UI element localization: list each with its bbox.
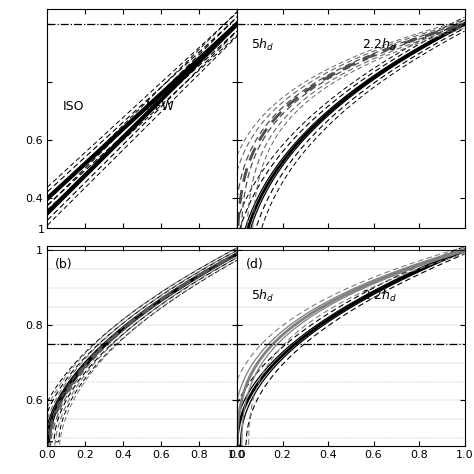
Text: $2.2h_d$: $2.2h_d$ <box>362 288 397 304</box>
Text: $5h_d$: $5h_d$ <box>251 36 274 53</box>
Text: (d): (d) <box>246 258 264 272</box>
Text: ISO: ISO <box>63 100 84 113</box>
Text: $5h_d$: $5h_d$ <box>251 288 274 304</box>
Text: $2.2h_d$: $2.2h_d$ <box>362 36 397 53</box>
Text: NFW: NFW <box>146 100 175 113</box>
Text: (b): (b) <box>55 258 73 272</box>
Text: 1: 1 <box>38 225 45 235</box>
